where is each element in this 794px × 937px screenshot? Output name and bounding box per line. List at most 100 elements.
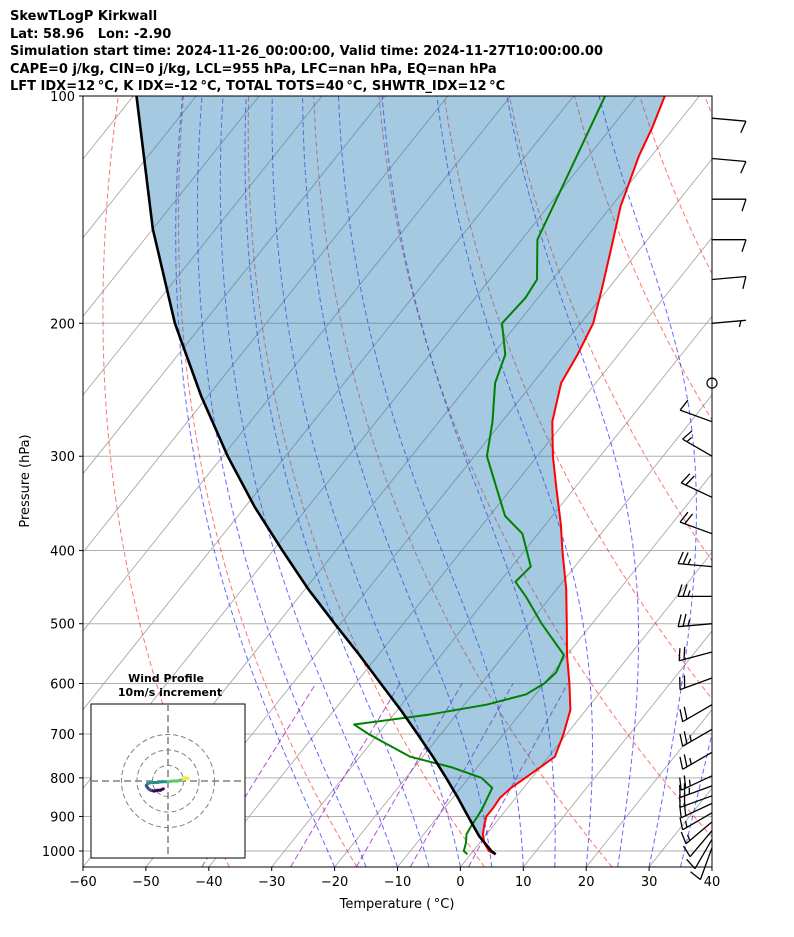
dry-adiabat xyxy=(443,96,712,700)
wind-barb xyxy=(679,675,713,691)
barb-flag xyxy=(682,430,693,440)
wind-barb xyxy=(712,239,747,252)
x-tick-label: 40 xyxy=(704,875,721,890)
dry-adiabat xyxy=(178,96,358,867)
wind-barb xyxy=(680,821,713,845)
x-tick-label: 0 xyxy=(456,875,464,890)
mixing-ratio-line xyxy=(355,683,463,867)
barb-half-flag xyxy=(684,820,688,828)
simulation-times: Simulation start time: 2024-11-26_00:00:… xyxy=(10,44,603,59)
x-tick-label: −40 xyxy=(195,875,222,890)
wind-barb xyxy=(679,728,713,747)
barb-flag xyxy=(677,551,684,564)
barb-half-flag xyxy=(686,437,693,443)
barb-flag xyxy=(690,871,701,881)
moist-adiabat xyxy=(506,96,639,867)
isotherm-line xyxy=(83,96,512,632)
isotherm-line xyxy=(271,315,712,867)
barb-half-flag xyxy=(689,734,692,742)
y-tick-label: 700 xyxy=(50,728,75,743)
x-tick-label: 10 xyxy=(515,875,532,890)
moist-adiabat xyxy=(711,864,712,867)
barb-staff xyxy=(679,409,713,423)
barb-flag xyxy=(680,831,687,845)
wind-barb xyxy=(711,117,747,134)
x-tick-label: −50 xyxy=(132,875,159,890)
barb-staff xyxy=(679,677,713,691)
isotherm-line xyxy=(585,708,712,867)
barb-flag xyxy=(685,475,695,486)
barb-staff xyxy=(680,775,713,791)
temperature-line xyxy=(481,96,666,856)
barb-staff xyxy=(679,521,713,535)
dewpoint-line xyxy=(353,96,607,856)
dry-adiabat xyxy=(639,96,712,275)
axis-ticks: −60 −50 −40 −30 −20 −10 0 10 20 30 40 1000 900 800 700… xyxy=(42,90,720,890)
barb-flag xyxy=(677,614,682,627)
barb-staff xyxy=(699,847,713,880)
wind-barb xyxy=(682,830,713,858)
barb-staff xyxy=(682,704,713,723)
wind-barb xyxy=(679,511,713,535)
wind-barb xyxy=(679,783,713,799)
wind-barbs xyxy=(677,117,747,881)
barb-flag xyxy=(679,777,682,791)
y-tick-label: 300 xyxy=(50,450,75,465)
parcel-line xyxy=(135,96,497,856)
moist-adiabat xyxy=(680,731,712,867)
y-tick-label: 1000 xyxy=(42,845,75,860)
isotherm-line xyxy=(334,394,712,867)
x-axis-label: Temperature ( °C) xyxy=(339,897,455,912)
barb-flag xyxy=(682,552,689,565)
barb-flag xyxy=(740,161,747,174)
barb-flag xyxy=(679,756,684,770)
dry-adiabat xyxy=(770,96,794,867)
wind-barb xyxy=(706,377,718,389)
y-tick-label: 400 xyxy=(50,545,75,560)
y-tick-label: 900 xyxy=(50,810,75,825)
barb-staff xyxy=(682,728,713,747)
barb-flag xyxy=(684,513,694,525)
barb-half-flag xyxy=(738,320,742,328)
barb-flag xyxy=(677,584,683,597)
barb-half-flag xyxy=(687,619,691,626)
isotherm-line xyxy=(83,96,574,711)
barb-flag xyxy=(679,399,689,411)
barb-staff xyxy=(682,751,713,770)
barb-flag xyxy=(742,276,747,289)
barb-flag xyxy=(741,198,747,212)
dry-adiabat xyxy=(247,96,485,867)
barb-staff xyxy=(711,275,746,281)
hodograph-segment xyxy=(185,776,190,781)
barb-flag xyxy=(682,584,688,597)
stability-indices-2: LFT IDX=12 °C, K IDX=-12 °C, TOTAL TOTS=… xyxy=(10,79,506,94)
location-coordinates: Lat: 58.96 Lon: -2.90 xyxy=(10,26,172,42)
wind-barb xyxy=(682,430,713,457)
calm-wind-circle xyxy=(706,377,718,389)
isotherm-line xyxy=(145,158,712,867)
hodograph-inset: Wind Profile 10m/s increment xyxy=(90,672,246,859)
wind-barb xyxy=(679,775,713,791)
wind-barb xyxy=(711,319,746,328)
moist-adiabat xyxy=(381,96,556,867)
x-tick-label: −10 xyxy=(384,875,411,890)
hodograph-subtitle: 10m/s increment xyxy=(118,686,222,699)
dry-adiabat xyxy=(313,96,613,867)
barb-flag xyxy=(686,858,696,870)
barb-staff xyxy=(679,785,713,799)
dry-adiabat xyxy=(573,96,712,422)
wind-barb xyxy=(711,275,747,289)
moist-adiabat xyxy=(271,96,461,867)
barb-flag xyxy=(683,731,688,744)
barb-flag xyxy=(682,845,691,858)
isotherm-line xyxy=(83,96,386,475)
wind-barb xyxy=(679,399,713,423)
barb-flag xyxy=(680,473,691,484)
barb-flag xyxy=(683,754,688,767)
chart-title-block: SkewTLogP Kirkwall Lat: 58.96 Lon: -2.90… xyxy=(10,8,780,96)
moist-adiabat xyxy=(598,96,697,867)
isotherm-line xyxy=(83,96,323,396)
barb-staff xyxy=(679,795,713,809)
x-tick-label: −20 xyxy=(321,875,348,890)
profile-lines xyxy=(135,96,666,856)
